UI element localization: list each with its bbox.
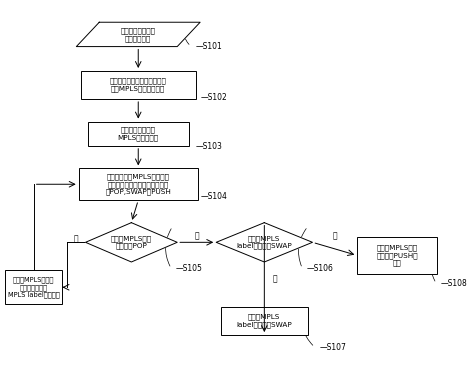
Text: 是: 是 [74,234,79,243]
Polygon shape [216,223,312,262]
Text: 标记该MPLS
label实象进行SWAP: 标记该MPLS label实象进行SWAP [236,314,292,328]
FancyBboxPatch shape [5,270,62,304]
Text: —S104: —S104 [200,192,227,201]
Text: —S102: —S102 [200,93,227,102]
Text: 对接到的数据报文进行解析出
所有MPLS标签栈的内容: 对接到的数据报文进行解析出 所有MPLS标签栈的内容 [110,78,167,92]
Text: 判断该MPLS标签
是否需要POP: 判断该MPLS标签 是否需要POP [111,235,152,249]
Polygon shape [85,223,177,262]
FancyBboxPatch shape [81,71,195,99]
Text: —S103: —S103 [195,141,222,150]
Polygon shape [76,22,200,47]
FancyBboxPatch shape [357,237,438,274]
Text: —S105: —S105 [176,264,202,273]
Text: 否: 否 [332,231,337,240]
FancyBboxPatch shape [88,121,189,146]
Text: —S106: —S106 [307,264,334,273]
Text: 储存解析出的所有
MPLS标签栈数据: 储存解析出的所有 MPLS标签栈数据 [118,127,159,141]
Text: 判断该MPLS
label是否需要SWAP: 判断该MPLS label是否需要SWAP [236,235,292,249]
Text: 标记该MPLS标签
需要进行PUSH的
操作: 标记该MPLS标签 需要进行PUSH的 操作 [377,244,418,266]
FancyBboxPatch shape [221,307,308,335]
Text: 是: 是 [273,274,277,284]
Text: —S107: —S107 [320,343,346,352]
Text: 经过该MPLS标签的
处理，对下一个
MPLS label进行处理: 经过该MPLS标签的 处理，对下一个 MPLS label进行处理 [8,276,59,298]
Text: 对解析出的各MPLS标签进行
查找，找到相应的处理操作，包
括POP,SWAP和PUSH: 对解析出的各MPLS标签进行 查找，找到相应的处理操作，包 括POP,SWAP和… [105,173,171,195]
Text: —S101: —S101 [195,42,222,51]
Text: —S108: —S108 [441,279,468,288]
FancyBboxPatch shape [79,168,198,200]
Text: 输入从以太网口收
到的数据报文: 输入从以太网口收 到的数据报文 [121,27,156,41]
Text: 否: 否 [194,231,199,240]
